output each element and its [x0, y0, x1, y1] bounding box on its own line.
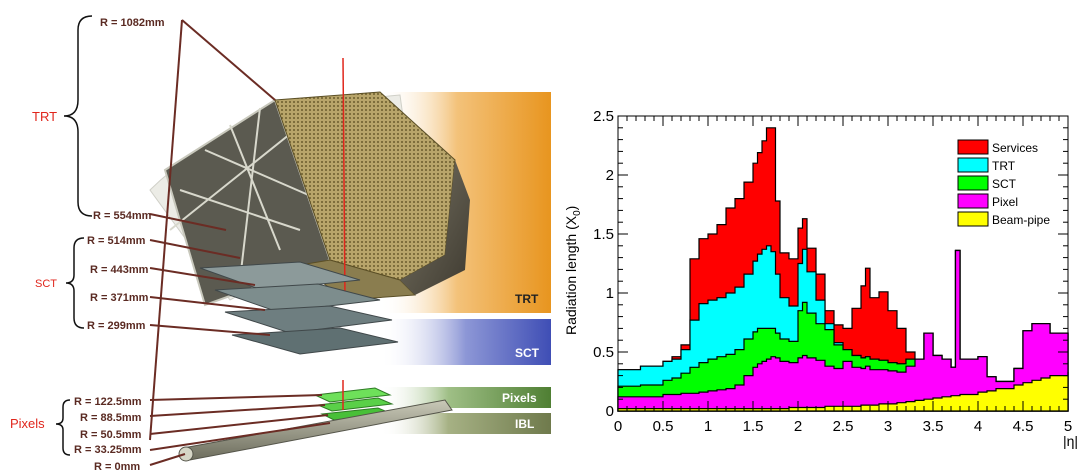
x-tick-label: 0.5: [653, 418, 674, 435]
x-tick-label: 3: [884, 418, 892, 435]
legend-label-beam-pipe: Beam-pipe: [992, 213, 1050, 227]
legend-swatch-services: [957, 139, 989, 155]
legend-label-services: Services: [992, 141, 1038, 155]
legend-label-pixel: Pixel: [992, 195, 1018, 209]
group-label-pixels: Pixels: [10, 416, 45, 431]
ibl-band: [380, 413, 551, 434]
group-braces: [55, 15, 93, 456]
y-tick-label: 2.5: [593, 108, 614, 125]
chart-stacked-areas: [617, 127, 1069, 412]
x-tick-label: 2.5: [833, 418, 854, 435]
detector-schematic: TRT SCT Pixels IBL: [10, 15, 551, 472]
radius-label-0: R = 0mm: [94, 461, 140, 472]
band-label-pixels: Pixels: [502, 391, 537, 405]
legend-swatch-sct: [957, 175, 989, 191]
radius-label-299: R = 299mm: [87, 320, 146, 332]
radius-label-554: R = 554mm: [93, 210, 152, 222]
radius-label-88-5: R = 88.5mm: [80, 412, 142, 424]
x-tick-label: 4: [974, 418, 982, 435]
beam-pipe-cylinder: [178, 399, 453, 462]
y-tick-label: 0.5: [593, 344, 614, 361]
radius-label-371: R = 371mm: [90, 292, 149, 304]
radius-label-1082: R = 1082mm: [100, 17, 165, 29]
y-tick-label: 0: [606, 403, 614, 420]
band-label-sct: SCT: [515, 346, 540, 360]
legend-label-sct: SCT: [992, 177, 1017, 191]
pixel-layers: [313, 387, 394, 421]
x-tick-label: 5: [1064, 418, 1072, 435]
legend-swatch-trt: [957, 157, 989, 173]
pixels-band: [380, 387, 551, 408]
y-tick-label: 2: [606, 167, 614, 184]
y-tick-label: 1.5: [593, 226, 614, 243]
radius-label-443: R = 443mm: [90, 264, 149, 276]
x-tick-label: 4.5: [1013, 418, 1034, 435]
radius-label-122-5: R = 122.5mm: [74, 396, 142, 408]
radiation-length-chart: 0 0.5 1 1.5 2 2.5 3 3.5 4 4.5 5 0 0.5 1 1.5 2 2.5 Radiat…: [563, 108, 1078, 449]
beam-axis-top: [342, 57, 346, 301]
sct-band: [380, 319, 551, 365]
x-tick-label: 2: [794, 418, 802, 435]
group-label-sct: SCT: [35, 278, 57, 290]
x-tick-label: 3.5: [923, 418, 944, 435]
x-tick-label: 1.5: [743, 418, 764, 435]
trt-frame-struts: [169, 107, 321, 281]
y-axis-label: Radiation length (X0): [563, 206, 583, 335]
radius-label-33-25: R = 33.25mm: [74, 444, 142, 456]
area-pixel: [617, 249, 1069, 412]
group-label-trt: TRT: [32, 109, 57, 124]
legend-swatch-beam-pipe: [957, 211, 989, 227]
trt-end-face: [400, 160, 470, 295]
chart-axis-ticks: 0 0.5 1 1.5 2 2.5 3 3.5 4 4.5 5 0 0.5 1 1.5 2 2.5: [593, 108, 1072, 435]
x-tick-label: 1: [704, 418, 712, 435]
band-label-trt: TRT: [515, 292, 539, 306]
radius-label-50-5: R = 50.5mm: [80, 429, 142, 441]
radius-leader-lines: [149, 19, 331, 466]
band-label-ibl: IBL: [515, 417, 534, 431]
x-axis-label: |η|: [1063, 433, 1078, 449]
y-tick-label: 1: [606, 285, 614, 302]
legend-swatch-pixel: [957, 193, 989, 209]
x-tick-label: 0: [614, 418, 622, 435]
legend-label-trt: TRT: [992, 159, 1016, 173]
chart-legend: Services TRT SCT Pixel Beam-pipe: [957, 139, 1050, 227]
radius-label-514: R = 514mm: [87, 235, 146, 247]
